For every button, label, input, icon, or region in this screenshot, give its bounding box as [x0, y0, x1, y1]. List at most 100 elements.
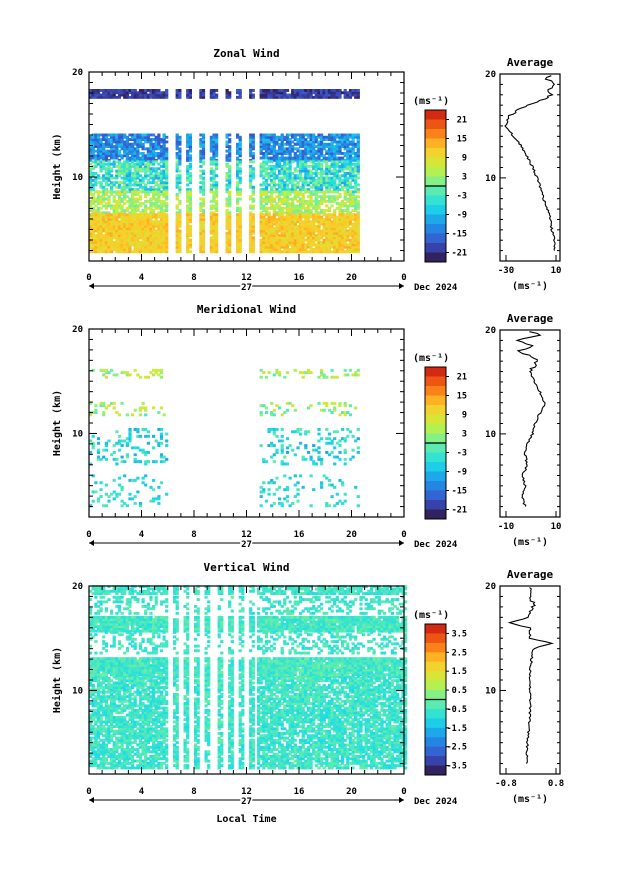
heatmap-cell — [115, 430, 119, 434]
heatmap-cell — [104, 93, 108, 97]
heatmap-cell — [152, 213, 156, 217]
heatmap-cell — [283, 220, 287, 224]
heatmap-cell — [125, 158, 129, 162]
heatmap-cell — [107, 190, 111, 194]
heatmap-cell — [354, 373, 358, 377]
heatmap-cell — [133, 589, 137, 593]
heatmap-cell — [272, 174, 276, 178]
heatmap-cell — [215, 206, 219, 210]
heatmap-cell — [131, 204, 135, 208]
heatmap-cell — [165, 162, 169, 166]
heatmap-cell — [104, 89, 108, 92]
heatmap-cell — [123, 243, 127, 247]
heatmap-cell — [225, 241, 229, 244]
heatmap-cell — [110, 243, 114, 247]
heatmap-cell — [133, 190, 137, 194]
heatmap-cell — [99, 401, 103, 405]
heatmap-cell — [159, 229, 164, 233]
heatmap-cell — [188, 172, 192, 175]
heatmap-cell — [110, 245, 114, 249]
heatmap-cell — [110, 156, 114, 160]
heatmap-cell — [215, 133, 219, 137]
heatmap-cell — [335, 91, 339, 95]
heatmap-cell — [335, 156, 339, 160]
colorbar-band — [425, 176, 446, 187]
heatmap-cell — [309, 156, 313, 160]
heatmap-cell — [110, 193, 114, 196]
heatmap-cell — [270, 441, 274, 445]
heatmap-cell — [341, 215, 345, 219]
heatmap-cell — [165, 204, 169, 208]
heatmap-cell — [330, 220, 334, 224]
heatmap-cell — [199, 169, 203, 173]
heatmap-cell — [162, 589, 166, 593]
heatmap-cell — [94, 181, 98, 185]
heatmap-cell — [146, 243, 150, 247]
heatmap-cell — [249, 140, 253, 144]
heatmap-cell — [251, 147, 255, 151]
heatmap-cell — [175, 206, 179, 210]
heatmap-cell — [131, 149, 135, 153]
heatmap-cell — [159, 152, 164, 155]
heatmap-cell — [154, 91, 158, 95]
heatmap-cell — [309, 181, 313, 185]
heatmap-cell — [94, 238, 98, 242]
heatmap-cell — [123, 167, 127, 171]
heatmap-cell — [259, 375, 263, 379]
heatmap-cell — [102, 404, 106, 408]
heatmap-cell — [356, 140, 360, 144]
heatmap-cell — [296, 190, 300, 194]
heatmap-cell — [228, 133, 232, 137]
heatmap-cell — [128, 227, 132, 231]
heatmap-cell — [309, 504, 313, 508]
heatmap-cell — [259, 368, 263, 372]
heatmap-cell — [141, 156, 145, 160]
heatmap-cell — [149, 142, 153, 146]
heatmap-cell — [175, 145, 179, 148]
heatmap-cell — [186, 133, 190, 137]
x-tick-label: 16 — [294, 530, 305, 540]
heatmap-cell — [322, 91, 326, 95]
heatmap-cell — [136, 181, 140, 185]
heatmap-cell — [320, 236, 324, 240]
heatmap-cell — [186, 176, 190, 180]
heatmap-cell — [280, 202, 284, 206]
heatmap-cell — [285, 234, 290, 237]
heatmap-cell — [120, 444, 124, 447]
heatmap-cell — [327, 222, 332, 226]
heatmap-cell — [333, 181, 337, 185]
heatmap-cell — [225, 174, 229, 178]
heatmap-cell — [112, 224, 116, 228]
heatmap-cell — [283, 206, 287, 210]
heatmap-cell — [110, 220, 114, 224]
heatmap-cell — [157, 138, 161, 141]
heatmap-cell — [356, 147, 360, 151]
heatmap-cell — [348, 202, 353, 206]
heatmap-cell — [351, 91, 355, 95]
heatmap-cell — [341, 160, 345, 164]
heatmap-cell — [125, 213, 129, 217]
heatmap-cell — [251, 241, 255, 244]
heatmap-cell — [102, 215, 106, 219]
heatmap-cell — [162, 162, 166, 166]
heatmap-cell — [228, 190, 232, 194]
heatmap-cell — [272, 135, 276, 139]
heatmap-cell — [285, 142, 290, 146]
heatmap-cell — [348, 215, 353, 219]
heatmap-cell — [110, 91, 114, 95]
heatmap-cell — [270, 222, 274, 226]
heatmap-cell — [267, 492, 271, 496]
heatmap-cell — [322, 375, 326, 379]
heatmap-cell — [123, 91, 127, 95]
heatmap-cell — [322, 224, 326, 228]
heatmap-cell — [154, 181, 158, 185]
heatmap-cell — [152, 152, 156, 155]
heatmap-cell — [212, 138, 216, 141]
heatmap-cell — [236, 169, 240, 173]
heatmap-cell — [262, 138, 266, 141]
heatmap-cell — [215, 147, 219, 151]
heatmap-cell — [356, 133, 360, 137]
heatmap-cell — [162, 224, 166, 228]
heatmap-cell — [99, 245, 103, 249]
